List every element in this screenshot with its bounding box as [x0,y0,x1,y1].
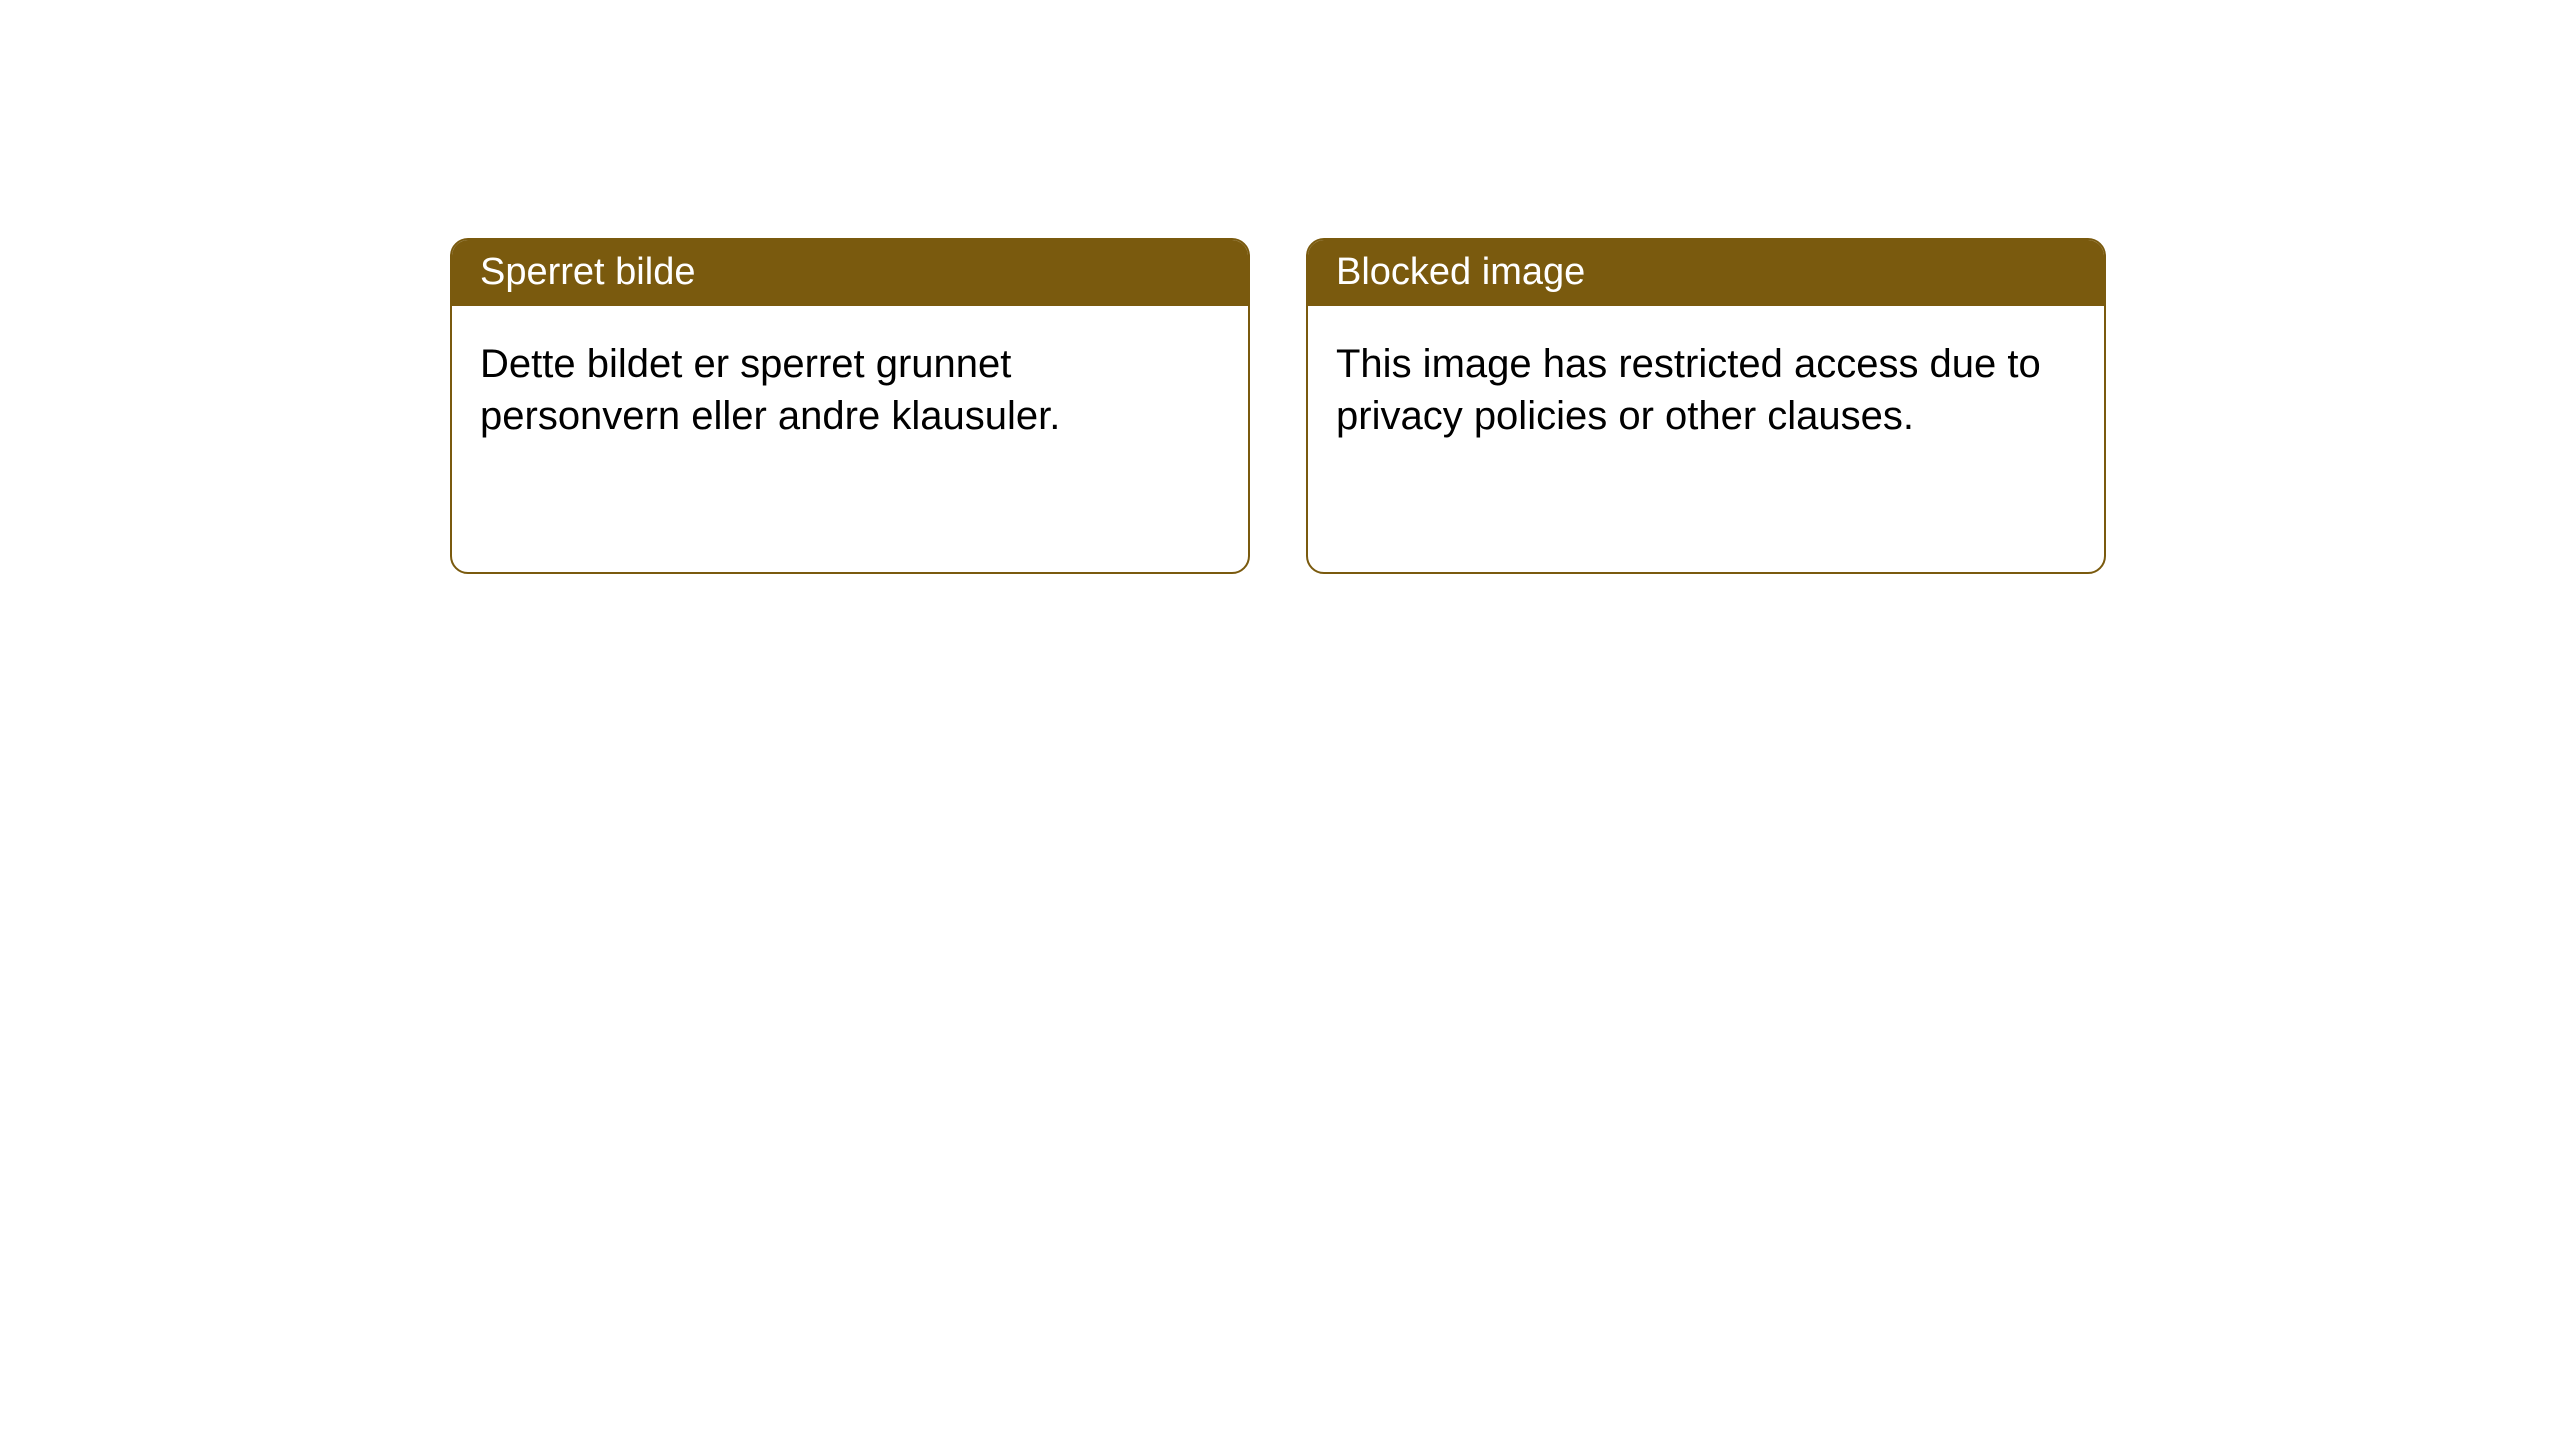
notice-card-english: Blocked image This image has restricted … [1306,238,2106,574]
notice-body: Dette bildet er sperret grunnet personve… [452,306,1248,474]
notice-body-text: This image has restricted access due to … [1336,342,2041,438]
notice-title: Sperret bilde [480,251,695,293]
notice-body: This image has restricted access due to … [1308,306,2104,474]
notice-container: Sperret bilde Dette bildet er sperret gr… [450,238,2106,574]
notice-header: Sperret bilde [452,240,1248,306]
notice-title: Blocked image [1336,251,1585,293]
notice-card-norwegian: Sperret bilde Dette bildet er sperret gr… [450,238,1250,574]
notice-header: Blocked image [1308,240,2104,306]
notice-body-text: Dette bildet er sperret grunnet personve… [480,342,1060,438]
